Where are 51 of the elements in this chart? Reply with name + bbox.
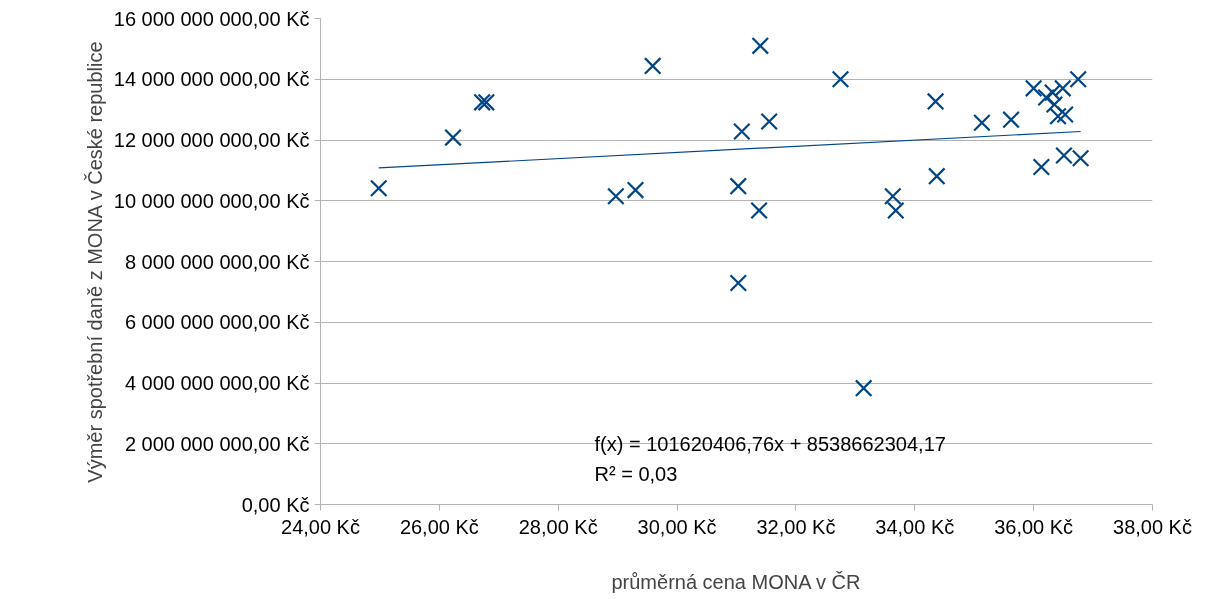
point [1002,110,1020,129]
point [606,187,625,206]
y-tick-label: 14 000 000 000,00 Kč [113,68,310,91]
y-tick-label: 16 000 000 000,00 Kč [113,7,310,30]
point [1037,88,1055,107]
y-tick-label: 8 000 000 000,00 Kč [124,250,310,273]
x-tick-label: 24,00 Kč [281,515,360,538]
point [831,70,850,89]
y-tick-label: 12 000 000 000,00 Kč [113,129,310,151]
x-tick-label: 36,00 Kč [994,515,1074,538]
point [444,128,462,147]
x-tick-label: 30,00 Kč [637,515,717,538]
y-axis-title: Výměr spotřební daně z MONA v České republice [83,41,106,483]
y-tick-label: 4 000 000 000,00 Kč [124,372,310,394]
point [1032,158,1051,176]
point [473,93,492,112]
point [1043,83,1062,102]
x-tick-label: 38,00 Kč [1113,515,1192,538]
point [1024,79,1043,98]
point [1069,70,1088,89]
x-tick-label: 26,00 Kč [399,515,479,538]
annotation: R² = 0,03 [594,462,678,485]
point [854,379,873,398]
y-tick-label: 2 000 000 000,00 Kč [124,432,310,455]
point [369,179,388,198]
annotation: f(x) = 101620406,76x + 8538662304,17 [594,432,946,455]
point [729,274,748,292]
point [926,92,945,111]
point [626,181,645,199]
point [1053,79,1072,98]
point [1049,107,1067,126]
y-tick-label: 6 000 000 000,00 Kč [124,311,310,334]
point [643,57,662,75]
point [751,36,770,55]
point [729,177,748,196]
point [477,93,496,112]
point [1056,105,1075,124]
point [1045,95,1064,114]
point [973,113,991,132]
x-tick-label: 32,00 Kč [756,515,836,538]
point [760,112,779,131]
point [750,201,768,220]
point [927,167,946,186]
x-tick-label: 28,00 Kč [518,515,598,538]
x-axis-title: průměrná cena MONA v ČR [611,570,861,593]
y-tick-label: 10 000 000 000,00 Kč [113,189,310,212]
point [886,201,905,220]
x-tick-label: 34,00 Kč [875,515,955,538]
point [732,122,751,141]
point [883,187,902,206]
y-tick-label: 0,00 Kč [241,493,310,516]
